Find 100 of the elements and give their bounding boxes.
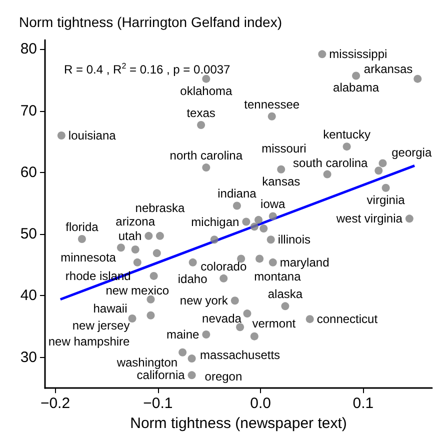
y-tick-label: 70 (20, 102, 37, 120)
annotation: indiana (218, 186, 257, 201)
point (146, 295, 155, 304)
point (281, 302, 290, 310)
point (150, 272, 158, 280)
annotation: connecticut (316, 312, 378, 326)
annotation: illinois (278, 232, 311, 247)
point (78, 235, 86, 243)
annotation: arizona (116, 214, 156, 228)
annotation: new hampshire (48, 334, 130, 348)
annotation: iowa (260, 197, 286, 212)
point (230, 296, 239, 305)
point (268, 258, 277, 266)
y-tick-label: 60 (20, 164, 37, 181)
point (146, 311, 155, 320)
annotation: south carolina (293, 156, 368, 170)
annotation: utah (118, 228, 142, 243)
y-tick-label: 40 (20, 287, 37, 304)
point (342, 142, 351, 151)
point (197, 121, 206, 130)
annotation: vermont (252, 316, 296, 331)
point (220, 274, 228, 282)
y-tick-label: 50 (20, 226, 37, 243)
point (405, 214, 414, 223)
annotation: alabama (333, 80, 380, 95)
annotation: washington (116, 355, 178, 370)
point (306, 315, 314, 324)
annotation: missouri (262, 141, 306, 156)
point (323, 170, 332, 178)
annotation: montana (254, 270, 302, 284)
annotation: oklahoma (180, 84, 233, 98)
annotation: alaska (268, 287, 303, 302)
annotation: maryland (280, 255, 330, 270)
point (128, 314, 136, 322)
point (250, 332, 258, 340)
annotation: louisiana (68, 128, 116, 142)
point (188, 354, 196, 363)
point (260, 224, 268, 233)
point (352, 72, 360, 80)
annotation: virginia (366, 192, 406, 207)
annotation: hawaii (93, 301, 128, 316)
annotation: north carolina (170, 148, 243, 163)
point (202, 74, 210, 83)
point (242, 218, 250, 226)
annotation: massachusetts (200, 348, 280, 362)
x-tick-label: 0.0 (250, 395, 271, 412)
point (188, 371, 196, 380)
x-tick-label: −0.2 (40, 395, 70, 412)
point (243, 310, 252, 318)
point (268, 212, 277, 220)
point (202, 164, 210, 172)
point (266, 236, 275, 244)
annotation: minnesota (60, 250, 116, 265)
point (202, 330, 210, 338)
point (250, 222, 258, 231)
point (178, 348, 187, 356)
annotation: california (136, 368, 186, 382)
annotation: arkansas (364, 62, 413, 76)
x-tick-label: 0.1 (352, 395, 374, 412)
y-tick-label: 30 (20, 348, 37, 366)
annotation: new york (180, 294, 229, 308)
annotation: nevada (202, 311, 242, 326)
point (188, 258, 197, 266)
point (374, 166, 383, 175)
point (131, 245, 140, 254)
annotation: new mexico (106, 283, 170, 298)
annotation: florida (66, 220, 99, 234)
annotation: nebraska (135, 200, 185, 215)
annotation: colorado (200, 259, 247, 274)
x-axis-title: Norm tightness (newspaper text) (130, 415, 347, 432)
point (268, 112, 276, 120)
annotation: mississippi (329, 47, 388, 62)
point (382, 184, 390, 192)
y-axis-title: Norm tightness (Harrington Gelfand index) (19, 14, 282, 30)
point (210, 236, 218, 244)
point (116, 244, 125, 252)
point (236, 323, 244, 332)
annotation: maine (166, 328, 200, 342)
point (133, 258, 142, 266)
annotation: oregon (204, 370, 242, 384)
annotation: new jersey (72, 318, 130, 332)
point (414, 74, 422, 83)
annotation: kentucky (323, 128, 370, 142)
x-tick-label: −0.1 (143, 395, 173, 412)
point (318, 50, 326, 58)
annotation: tennessee (244, 97, 300, 112)
point (378, 159, 387, 168)
point (254, 216, 263, 224)
y-tick-label: 80 (20, 40, 37, 58)
point (256, 254, 264, 263)
annotation: idaho (178, 272, 208, 286)
annotation: michigan (191, 214, 240, 229)
point (152, 249, 161, 258)
annotation: west virginia (335, 212, 403, 226)
point (144, 232, 153, 240)
annotation: texas (186, 106, 216, 120)
annotation: georgia (392, 146, 432, 160)
annotation: kansas (262, 174, 300, 188)
point (277, 165, 286, 174)
point (156, 232, 164, 240)
